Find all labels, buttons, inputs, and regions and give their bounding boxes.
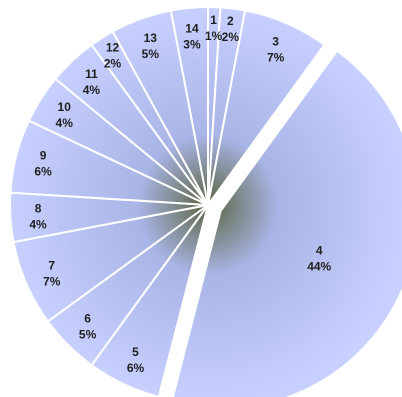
pie-slices [9,5,402,397]
slice-percent-label: 3% [183,37,201,51]
slice-category-label: 13 [144,31,158,45]
slice-category-label: 5 [132,345,139,359]
slice-category-label: 1 [210,13,217,27]
slice-category-label: 12 [106,41,120,55]
pie-slice-14 [169,5,209,206]
slice-percent-label: 7% [43,275,61,289]
slice-category-label: 8 [35,202,42,216]
slice-label-3: 3 7% [267,35,285,65]
slice-percent-label: 6% [34,165,52,179]
slice-percent-label: 2% [104,57,122,71]
slice-percent-label: 5% [142,47,160,61]
slice-category-label: 3 [272,35,279,49]
slice-label-10: 10 4% [56,100,74,130]
slice-label-8: 8 4% [29,202,47,232]
slice-label-4: 4 44% [307,243,331,273]
slice-percent-label: 6% [127,361,145,375]
slice-percent-label: 7% [267,51,285,65]
slice-label-9: 9 6% [34,149,52,179]
slice-label-6: 6 5% [79,311,97,341]
slice-label-2: 2 2% [222,14,240,44]
slice-percent-label: 4% [29,218,47,232]
slice-category-label: 9 [40,149,47,163]
slice-label-11: 11 4% [83,67,101,97]
slice-label-12: 12 2% [104,41,122,71]
slice-label-1: 1 1% [205,13,223,43]
pie-labels: 1 1%2 2% 3 7%4 44%5 6%6 5%7 7%8 4%9 6%10 4%11 4%12 2%… [29,13,331,375]
slice-percent-label: 4% [83,83,101,97]
slice-percent-label: 2% [222,30,240,44]
slice-category-label: 7 [48,259,55,273]
slice-label-7: 7 7% [43,259,61,289]
slice-label-5: 5 6% [127,345,145,375]
pie-slice-3 [207,9,326,206]
slice-percent-label: 4% [56,116,74,130]
slice-category-label: 11 [85,67,98,81]
slice-percent-label: 44% [307,259,331,273]
slice-category-label: 14 [185,21,199,35]
slice-percent-label: 5% [79,327,97,341]
slice-percent-label: 1% [205,29,223,43]
slice-category-label: 4 [316,243,323,257]
pie-slice-4 [171,49,402,397]
slice-label-14: 14 3% [183,21,201,51]
slice-label-13: 13 5% [142,31,160,61]
slice-category-label: 10 [58,100,72,114]
slice-category-label: 6 [84,311,91,325]
slice-category-label: 2 [227,14,234,28]
